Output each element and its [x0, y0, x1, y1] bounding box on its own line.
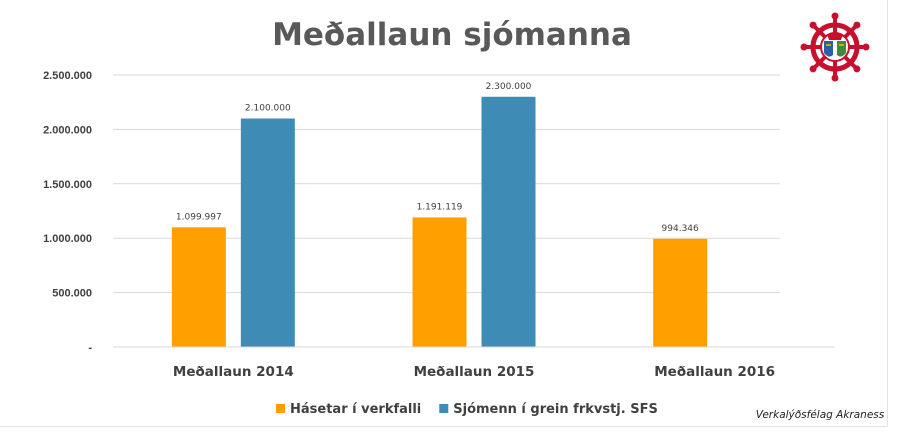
- bars: 1.099.997 2.100.000 1.191.119 2.300.000 994.…: [171, 82, 708, 348]
- bar-hasetar-1: [412, 217, 467, 347]
- data-label: 2.300.000: [486, 82, 532, 92]
- data-label: 994.346: [662, 224, 699, 234]
- bar-sjomenn-0: [240, 118, 295, 348]
- x-tick-label: Meðallaun 2014: [173, 364, 294, 380]
- legend-label: Sjómenn í grein frkvstj. SFS: [453, 402, 658, 417]
- legend-swatch: [276, 404, 285, 413]
- x-tick-label: Meðallaun 2016: [654, 364, 775, 380]
- y-axis: - 500.000 1.000.000 1.500.000 2.000.000 2.500…: [43, 70, 92, 354]
- bar-hasetar-0: [171, 227, 226, 347]
- x-tick-label: Meðallaun 2015: [414, 364, 535, 380]
- y-tick-label: 1.000.000: [43, 233, 92, 245]
- ship-wheel-logo-icon: [800, 12, 870, 82]
- data-label: 1.099.997: [176, 212, 222, 222]
- y-tick-label: 1.500.000: [43, 179, 92, 191]
- bar-sjomenn-1: [481, 96, 536, 347]
- footer-credit: Verkalýðsfélag Akraness: [756, 409, 885, 421]
- legend: Hásetar í verkfalli Sjómenn í grein frkvs…: [276, 402, 658, 417]
- legend-label: Hásetar í verkfalli: [290, 402, 421, 417]
- y-tick-label: 500.000: [52, 288, 92, 300]
- chart-frame: [0, 0, 888, 427]
- data-label: 1.191.119: [417, 202, 463, 212]
- y-tick-label: -: [88, 342, 92, 354]
- x-axis: Meðallaun 2014 Meðallaun 2015 Meðallaun 20…: [113, 346, 835, 380]
- legend-swatch: [439, 404, 449, 413]
- data-label: 2.100.000: [245, 104, 291, 114]
- y-tick-label: 2.000.000: [43, 124, 92, 136]
- y-tick-label: 2.500.000: [43, 70, 92, 82]
- chart-title: Meðallaun sjómanna: [272, 17, 632, 53]
- bar-hasetar-2: [653, 238, 708, 347]
